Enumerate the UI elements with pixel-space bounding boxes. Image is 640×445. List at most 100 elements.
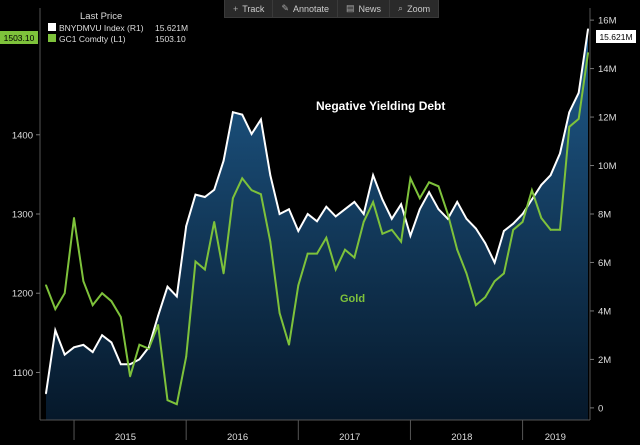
data-point-debt	[474, 227, 477, 230]
data-point-gold	[82, 280, 85, 283]
data-point-debt	[241, 113, 244, 116]
data-point-gold	[147, 347, 150, 350]
data-point-gold	[91, 304, 94, 307]
data-point-debt	[418, 208, 421, 211]
data-point-debt	[306, 213, 309, 215]
left-tick-label: 1300	[12, 210, 33, 221]
data-point-gold	[362, 221, 365, 223]
data-point-gold	[484, 296, 487, 299]
right-tick-label: 10M	[598, 161, 617, 172]
news-icon: ▤	[346, 3, 355, 13]
data-point-gold	[110, 300, 113, 303]
zoom-label: Zoom	[407, 3, 431, 14]
x-tick-label: 2017	[339, 432, 360, 443]
data-point-gold	[194, 260, 197, 263]
data-point-debt	[297, 230, 300, 232]
data-point-debt	[568, 111, 571, 114]
pencil-icon: ✎	[281, 3, 289, 13]
data-point-gold	[344, 248, 346, 251]
data-point-gold	[577, 118, 580, 120]
data-point-debt	[213, 188, 216, 191]
data-point-debt	[288, 208, 290, 211]
legend-title: Last Price	[80, 11, 122, 22]
annotate-label: Annotate	[292, 3, 330, 14]
annotation-gold: Gold	[340, 293, 365, 305]
data-point-gold	[502, 272, 505, 275]
data-point-debt	[175, 295, 178, 298]
right-tick-label: 0	[598, 403, 603, 414]
right-tick-label: 2M	[598, 355, 611, 366]
track-button[interactable]: + Track	[225, 0, 274, 17]
data-point-debt	[91, 351, 94, 354]
data-point-gold	[129, 375, 132, 378]
data-point-debt	[362, 213, 365, 215]
data-point-debt	[428, 191, 431, 194]
data-point-debt	[344, 208, 346, 211]
data-point-gold	[54, 308, 57, 310]
data-point-gold	[269, 240, 272, 243]
data-point-gold	[587, 52, 589, 54]
data-point-debt	[465, 217, 468, 220]
news-button[interactable]: ▤ News	[338, 0, 391, 17]
legend-swatch-debt	[48, 23, 56, 31]
debt-area-fill	[46, 29, 588, 421]
right-tick-label: 12M	[598, 113, 617, 124]
chart-toolbar: + Track ✎ Annotate ▤ News ⌕ Zoom	[224, 0, 440, 18]
right-tick-label: 14M	[598, 64, 617, 75]
data-point-gold	[45, 284, 47, 287]
data-point-debt	[157, 314, 160, 317]
data-point-gold	[138, 343, 141, 346]
left-tick-label: 1400	[12, 130, 33, 141]
x-tick-label: 2016	[227, 432, 248, 443]
data-point-gold	[213, 221, 216, 223]
data-point-gold	[231, 197, 234, 200]
data-point-gold	[185, 355, 188, 358]
data-point-debt	[400, 203, 403, 206]
data-point-gold	[521, 221, 524, 223]
data-point-debt	[82, 343, 85, 346]
data-point-gold	[334, 268, 337, 271]
x-axis-ticks: 2015 2016 2017 2018 2019	[73, 420, 566, 443]
crosshair-icon: +	[233, 3, 239, 14]
data-point-debt	[203, 196, 206, 198]
data-point-debt	[129, 363, 132, 366]
zoom-button[interactable]: ⌕ Zoom	[390, 0, 438, 17]
data-point-debt	[437, 208, 440, 211]
data-point-gold	[306, 252, 309, 255]
data-point-gold	[372, 201, 374, 204]
data-point-debt	[390, 217, 393, 220]
magnifier-icon: ⌕	[398, 3, 404, 13]
data-point-gold	[73, 217, 75, 219]
data-point-gold	[512, 228, 515, 231]
data-point-debt	[194, 193, 197, 196]
data-point-debt	[559, 152, 561, 155]
right-last-value-tag: 15.621M	[596, 30, 636, 43]
data-point-debt	[316, 220, 318, 223]
track-label: Track	[242, 3, 265, 14]
data-point-debt	[577, 91, 580, 94]
data-point-gold	[409, 177, 412, 180]
data-point-gold	[222, 272, 225, 275]
data-point-debt	[45, 392, 47, 395]
data-point-gold	[531, 189, 533, 192]
data-point-gold	[101, 292, 103, 295]
data-point-debt	[260, 118, 262, 121]
right-tick-label: 6M	[598, 258, 611, 269]
right-tick-label: 4M	[598, 306, 611, 317]
left-tick-label: 1200	[12, 289, 33, 300]
data-point-debt	[119, 363, 122, 366]
data-point-debt	[502, 230, 505, 232]
data-point-gold	[288, 343, 290, 346]
legend: Last Price BNYDMVU Index (R1) 15.621M GC…	[44, 2, 204, 46]
right-axis-ticks: 0 2M 4M 6M 8M 10M 12M 14M 16M	[590, 16, 617, 414]
data-point-gold	[549, 228, 552, 231]
data-point-gold	[418, 197, 421, 200]
data-point-gold	[474, 304, 477, 307]
data-point-debt	[446, 217, 449, 220]
data-point-gold	[119, 316, 122, 318]
annotate-button[interactable]: ✎ Annotate	[273, 0, 339, 17]
legend-swatch-gold	[48, 34, 56, 42]
data-point-debt	[231, 111, 234, 114]
data-point-debt	[549, 174, 552, 177]
